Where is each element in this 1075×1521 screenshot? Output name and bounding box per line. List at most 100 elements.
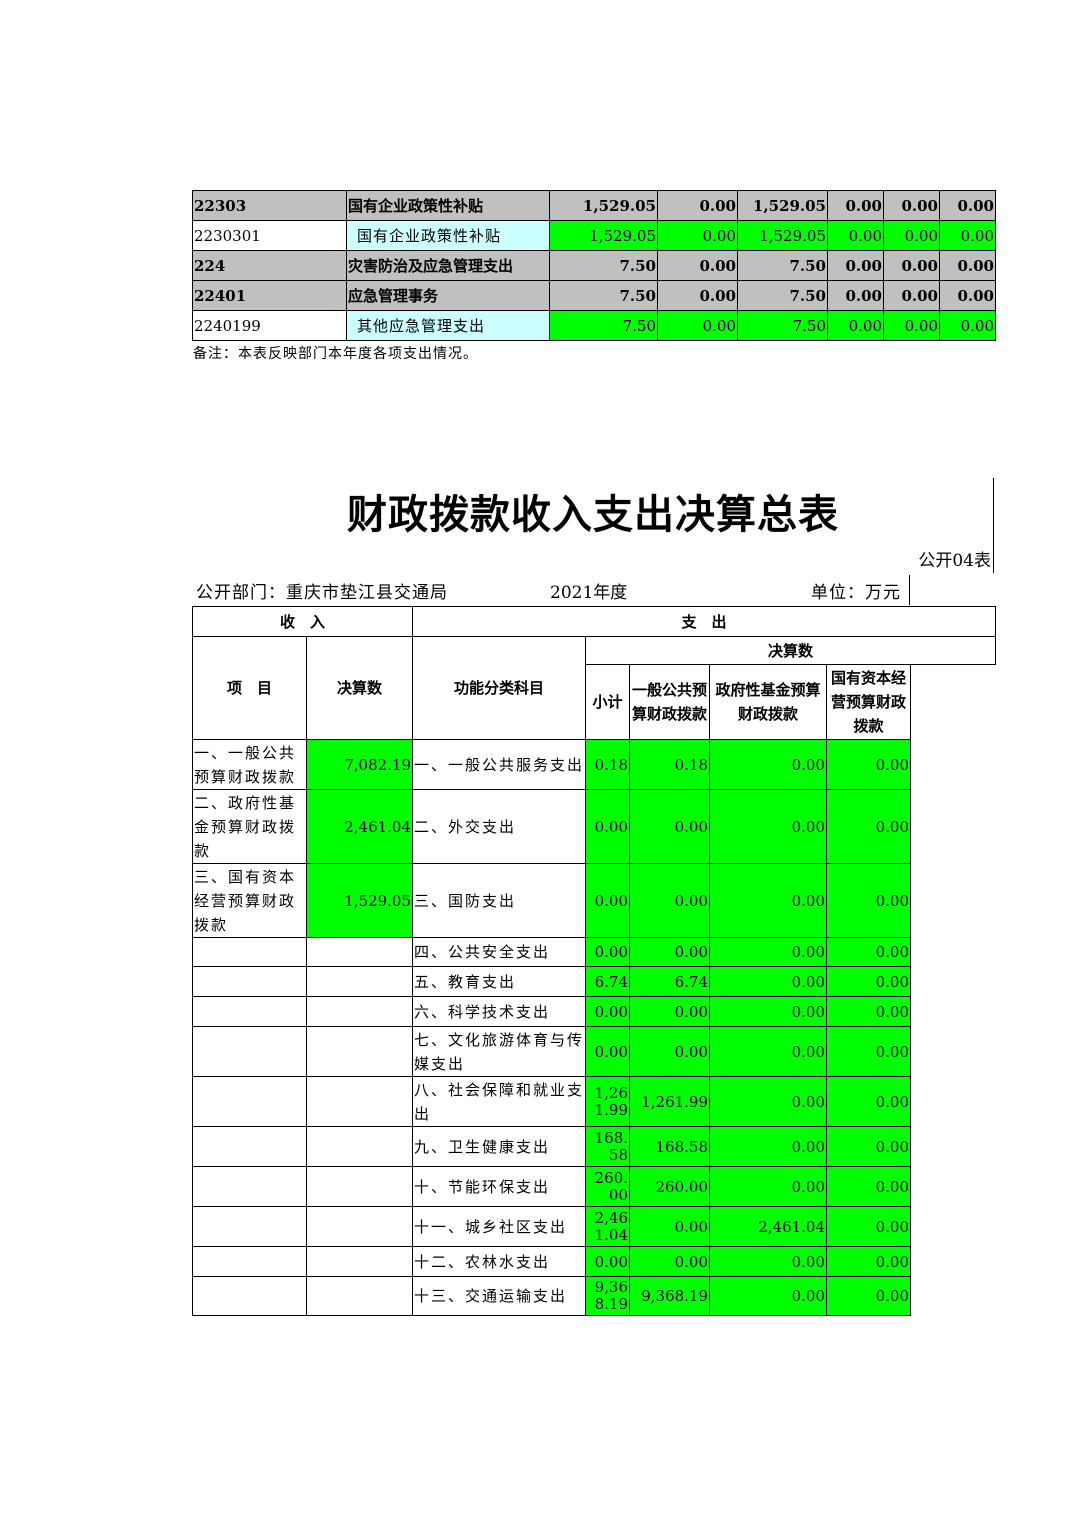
income-item-cell (192, 1246, 307, 1277)
income-item-cell (192, 1026, 307, 1077)
expense-value-cell: 0.00 (709, 863, 828, 938)
table-row: 二、政府性基金预算财政拨款 2,461.04 二、外交支出 0.00 0.00 0.00 0… (192, 789, 996, 864)
expense-value-cell: 0.00 (826, 1026, 912, 1077)
income-amount-cell: 2,461.04 (305, 789, 414, 864)
expense-value-cell: 2,461.04 (709, 1206, 828, 1247)
expense-value-cell: 0.18 (629, 739, 711, 790)
expense-value-cell: 0.00 (826, 1166, 912, 1207)
function-category-cell: 九、卫生健康支出 (412, 1126, 587, 1167)
value-cell: 0.00 (883, 310, 940, 341)
value-cell: 0.00 (827, 190, 884, 221)
expense-value-cell: 0.00 (826, 966, 912, 997)
expense-value-cell: 6.74 (629, 966, 711, 997)
expense-value-cell: 0.00 (585, 863, 631, 938)
expense-value-cell: 0.00 (709, 1246, 828, 1277)
expense-value-cell: 0.00 (709, 937, 828, 967)
expense-value-cell: 0.00 (826, 1206, 912, 1247)
header-final-amount: 决算数 (585, 636, 997, 665)
report-title: 财政拨款收入支出决算总表 (347, 491, 839, 538)
expense-value-cell: 0.00 (709, 1076, 828, 1127)
value-cell: 0.00 (939, 250, 996, 281)
income-item-cell: 一、一般公共预算财政拨款 (192, 739, 307, 790)
function-category-cell: 七、文化旅游体育与传媒支出 (412, 1026, 587, 1077)
income-item-cell (192, 1166, 307, 1207)
expense-value-cell: 0.00 (629, 1206, 711, 1247)
name-cell: 国有企业政策性补贴 (346, 220, 550, 251)
table-note: 备注：本表反映部门本年度各项支出情况。 (193, 346, 478, 362)
income-item-cell (192, 966, 307, 997)
income-item-cell (192, 996, 307, 1027)
table-row: 三、国有资本经营预算财政拨款 1,529.05 三、国防支出 0.00 0.00 0.00… (192, 863, 996, 938)
function-category-cell: 十一、城乡社区支出 (412, 1206, 587, 1247)
expense-value-cell: 0.00 (709, 1166, 828, 1207)
expense-value-cell: 0.00 (629, 996, 711, 1027)
department-label: 公开部门：重庆市垫江县交通局 (196, 583, 448, 603)
value-cell: 0.00 (827, 310, 884, 341)
expense-value-cell: 9,368.19 (585, 1276, 631, 1316)
expense-value-cell: 0.00 (585, 1026, 631, 1077)
header-expense: 支 出 (412, 606, 997, 637)
table-row: 九、卫生健康支出 168.58 168.58 0.00 0.00 (192, 1126, 996, 1167)
table-row: 22303 国有企业政策性补贴 1,529.05 0.00 1,529.05 0.00 0.… (192, 190, 996, 221)
value-cell: 0.00 (939, 280, 996, 311)
code-cell: 2240199 (192, 310, 347, 341)
unit-label: 单位：万元 (811, 583, 901, 603)
expense-value-cell: 0.00 (709, 739, 828, 790)
code-cell: 2230301 (192, 220, 347, 251)
expense-value-cell: 0.00 (826, 1076, 912, 1127)
value-cell: 7.50 (549, 250, 658, 281)
expense-value-cell: 0.00 (709, 966, 828, 997)
table-row: 十一、城乡社区支出 2,461.04 0.00 2,461.04 0.00 (192, 1206, 996, 1247)
value-cell: 0.00 (827, 250, 884, 281)
expense-value-cell: 0.18 (585, 739, 631, 790)
value-cell: 0.00 (939, 310, 996, 341)
expense-value-cell: 0.00 (629, 789, 711, 864)
table-row: 一、一般公共预算财政拨款 7,082.19 一、一般公共服务支出 0.18 0.18 0.… (192, 739, 996, 790)
expense-value-cell: 0.00 (826, 1276, 912, 1316)
expense-value-cell: 9,368.19 (629, 1276, 711, 1316)
value-cell: 0.00 (883, 220, 940, 251)
expense-value-cell: 0.00 (585, 1246, 631, 1277)
expense-value-cell: 0.00 (585, 937, 631, 967)
income-item-cell (192, 1206, 307, 1247)
value-cell: 0.00 (657, 310, 738, 341)
expense-value-cell: 0.00 (826, 937, 912, 967)
expense-value-cell: 0.00 (585, 996, 631, 1027)
value-cell: 0.00 (827, 220, 884, 251)
value-cell: 7.50 (737, 250, 828, 281)
code-cell: 22303 (192, 190, 347, 221)
expense-value-cell: 0.00 (826, 996, 912, 1027)
function-category-cell: 二、外交支出 (412, 789, 587, 864)
table-row: 224 灾害防治及应急管理支出 7.50 0.00 7.50 0.00 0.00 0.00 (192, 250, 996, 281)
value-cell: 0.00 (939, 220, 996, 251)
year-label: 2021年度 (550, 583, 628, 603)
expense-value-cell: 0.00 (585, 789, 631, 864)
expense-value-cell: 260.00 (585, 1166, 631, 1207)
name-cell: 应急管理事务 (346, 280, 550, 311)
name-cell: 其他应急管理支出 (346, 310, 550, 341)
table-row: 十二、农林水支出 0.00 0.00 0.00 0.00 (192, 1246, 996, 1277)
header-gov-fund: 政府性基金预算财政拨款 (709, 664, 828, 740)
function-category-cell: 十二、农林水支出 (412, 1246, 587, 1277)
expense-value-cell: 0.00 (629, 1246, 711, 1277)
header-income: 收 入 (191, 606, 414, 637)
value-cell: 0.00 (883, 190, 940, 221)
income-amount-cell (305, 1076, 414, 1127)
expense-value-cell: 0.00 (709, 789, 828, 864)
value-cell: 0.00 (883, 250, 940, 281)
table-row: 22401 应急管理事务 7.50 0.00 7.50 0.00 0.00 0.00 (192, 280, 996, 311)
expense-value-cell: 1,261.99 (585, 1076, 631, 1127)
name-cell: 灾害防治及应急管理支出 (346, 250, 550, 281)
code-cell: 224 (192, 250, 347, 281)
value-cell: 0.00 (657, 250, 738, 281)
table-row: 2230301 国有企业政策性补贴 1,529.05 0.00 1,529.05 0.00… (192, 220, 996, 251)
value-cell: 7.50 (737, 310, 828, 341)
value-cell: 7.50 (549, 310, 658, 341)
income-item-cell (192, 1276, 307, 1316)
value-cell: 0.00 (657, 190, 738, 221)
income-amount-cell (305, 1026, 414, 1077)
value-cell: 1,529.05 (737, 220, 828, 251)
expense-value-cell: 0.00 (826, 1126, 912, 1167)
header-function-category: 功能分类科目 (412, 636, 587, 740)
income-amount-cell (305, 966, 414, 997)
